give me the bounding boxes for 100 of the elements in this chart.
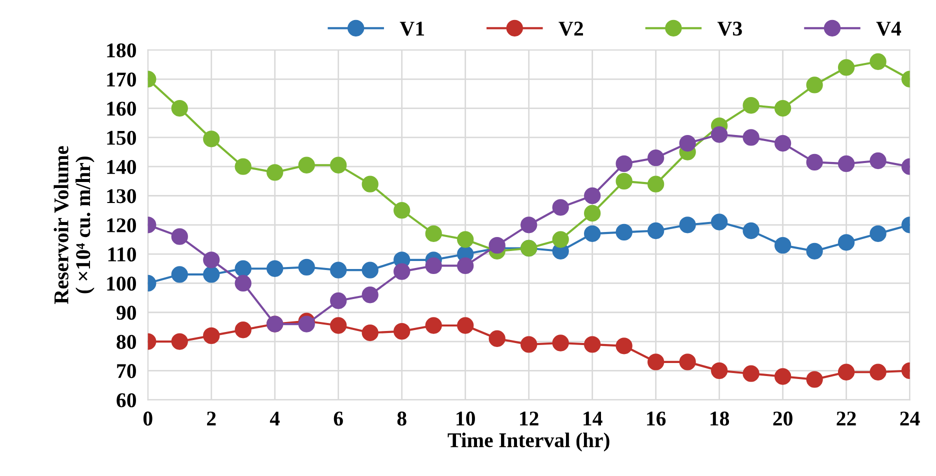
point <box>647 222 664 240</box>
x-tick-label: 4 <box>270 412 280 426</box>
point <box>584 336 601 353</box>
y-tick-label: 80 <box>116 334 136 349</box>
point <box>330 262 347 278</box>
y-tick-label: 150 <box>107 130 136 145</box>
point <box>742 97 760 114</box>
x-tick-label: 24 <box>900 412 920 426</box>
point <box>394 263 410 280</box>
point <box>774 134 792 152</box>
point <box>330 317 347 334</box>
point <box>616 155 632 172</box>
point <box>171 228 188 245</box>
point <box>679 354 696 370</box>
point <box>234 322 252 338</box>
point <box>806 371 823 388</box>
point <box>806 76 823 94</box>
x-tick-label: 18 <box>710 412 730 426</box>
point <box>742 129 760 146</box>
y-tick-label: 90 <box>116 306 136 320</box>
x-tick-label: 6 <box>334 412 343 426</box>
y-tick-label: 60 <box>116 393 136 408</box>
y-tick-label: 140 <box>107 160 136 174</box>
point <box>584 204 601 222</box>
y-tick-label: 130 <box>107 189 136 204</box>
point <box>266 260 284 277</box>
point <box>171 333 188 350</box>
point <box>203 327 220 344</box>
point <box>394 322 410 340</box>
point <box>647 150 664 166</box>
point <box>838 155 855 172</box>
x-tick-label: 16 <box>647 412 666 426</box>
point <box>647 176 664 192</box>
point <box>584 187 601 204</box>
point <box>394 202 410 219</box>
point <box>774 236 792 254</box>
point <box>457 257 474 274</box>
point <box>742 222 760 240</box>
y-axis-title: Reservoir Volume ( ×10⁴ cu. m/hr) <box>54 146 94 304</box>
point <box>457 317 474 334</box>
x-tick-label: 20 <box>773 412 792 426</box>
point <box>552 231 569 248</box>
point <box>552 199 569 216</box>
point <box>870 225 886 242</box>
point <box>425 257 442 274</box>
legend-label: V3 <box>717 22 742 36</box>
point <box>298 258 315 276</box>
y-tick-label: 120 <box>107 218 136 232</box>
point <box>234 158 252 175</box>
y-tick-label: 110 <box>108 247 136 262</box>
x-tick-label: 10 <box>456 412 475 426</box>
legend-label: V4 <box>876 22 902 36</box>
point <box>838 234 855 251</box>
point <box>266 164 284 181</box>
point <box>552 334 569 352</box>
x-tick-label: 12 <box>520 412 538 426</box>
point <box>679 216 696 234</box>
point <box>488 330 506 347</box>
point <box>584 225 601 242</box>
point <box>870 152 886 170</box>
point <box>362 176 378 192</box>
point <box>647 354 664 370</box>
point <box>362 262 378 278</box>
point <box>710 362 728 380</box>
legend-label: V2 <box>558 22 583 36</box>
point <box>616 172 632 190</box>
x-tick-label: 2 <box>207 412 216 426</box>
point <box>520 336 538 353</box>
y-tick-label: 180 <box>107 43 136 58</box>
point <box>425 317 442 334</box>
point <box>457 231 474 248</box>
point <box>234 274 252 292</box>
point <box>838 59 855 76</box>
point <box>806 242 823 260</box>
point <box>774 368 792 385</box>
y-tick-label: 70 <box>117 364 136 378</box>
point <box>425 225 442 242</box>
x-tick-label: 22 <box>836 412 856 426</box>
point <box>203 130 220 148</box>
point <box>742 365 760 382</box>
point <box>774 100 792 117</box>
point <box>616 338 632 354</box>
point <box>488 236 506 254</box>
point <box>298 316 315 332</box>
point <box>806 154 823 171</box>
point <box>520 216 538 234</box>
point <box>362 324 378 342</box>
point <box>298 156 315 174</box>
point <box>203 252 220 268</box>
point <box>870 364 886 380</box>
legend-label: V1 <box>400 22 424 36</box>
point <box>679 134 696 152</box>
y-tick-label: 160 <box>107 102 136 116</box>
point <box>710 214 728 230</box>
point <box>710 126 728 143</box>
point <box>362 286 378 304</box>
point <box>616 224 632 241</box>
x-tick-label: 0 <box>143 412 152 426</box>
point <box>838 364 855 380</box>
y-tick-label: 100 <box>107 276 136 291</box>
